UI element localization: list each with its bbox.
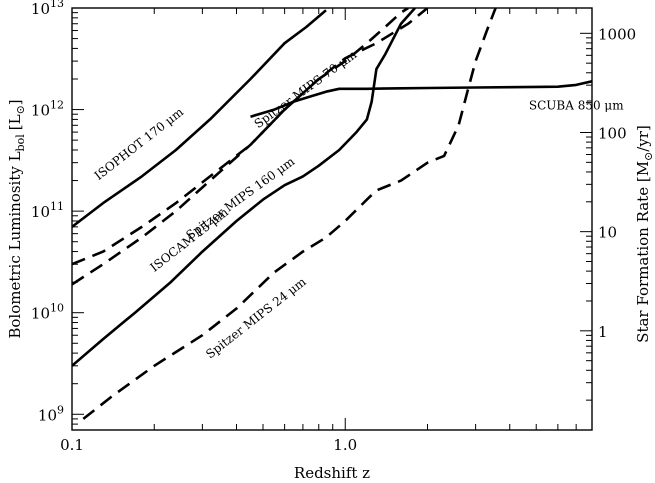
- series-line-2: [72, 8, 429, 286]
- axis-ticks: [71, 7, 593, 431]
- series-line-4: [82, 8, 497, 420]
- y-tick-label: 1013: [31, 0, 64, 18]
- y2-axis-title: Star Formation Rate [M⊙/yr]: [634, 125, 655, 343]
- series-label-5: SCUBA 850 μm: [529, 99, 624, 113]
- series-line-1: [72, 8, 409, 266]
- y-axis-title-unit-symbol: ⊙: [14, 105, 27, 114]
- y-axis-title-sub: bol: [14, 134, 27, 152]
- series-line-3: [72, 8, 416, 367]
- x-axis-title: Redshift z: [294, 464, 370, 482]
- y-tick-label: 109: [38, 403, 64, 424]
- y-axis-title-unit-close: ]: [6, 99, 24, 105]
- series-label-4: Spitzer MIPS 24 μm: [203, 274, 309, 361]
- y2-tick-label: 100: [598, 124, 627, 142]
- y-axis-title-main: Bolometric Luminosity L: [6, 151, 24, 338]
- series-line-0: [72, 9, 327, 228]
- y-tick-label: 1012: [31, 99, 64, 120]
- y-tick-label: 1011: [31, 200, 64, 221]
- y2-axis-title-sub: ⊙: [642, 152, 655, 161]
- series-label-0: ISOPHOT 170 μm: [92, 104, 187, 182]
- y-axis-title-unit: [L: [6, 114, 24, 130]
- series-lines: [72, 8, 592, 420]
- plot-frame: [71, 7, 593, 431]
- y-tick-label: 1010: [31, 302, 64, 323]
- y2-tick-label: 1000: [598, 25, 636, 43]
- y2-tick-label: 1: [598, 323, 608, 341]
- y2-axis-title-unit: /yr]: [634, 125, 652, 152]
- axis-tick-labels: 0.1 1.0 109 1010 1011 1012 1013 1 10 100 1000: [31, 0, 636, 454]
- y-axis-title: Bolometric Luminosity Lbol [L⊙]: [6, 99, 27, 338]
- series-line-5: [250, 80, 592, 118]
- x-tick-label: 0.1: [60, 436, 84, 454]
- y2-axis-title-main: Star Formation Rate [M: [634, 161, 652, 343]
- x-tick-label: 1.0: [333, 436, 357, 454]
- y2-tick-label: 10: [598, 224, 617, 242]
